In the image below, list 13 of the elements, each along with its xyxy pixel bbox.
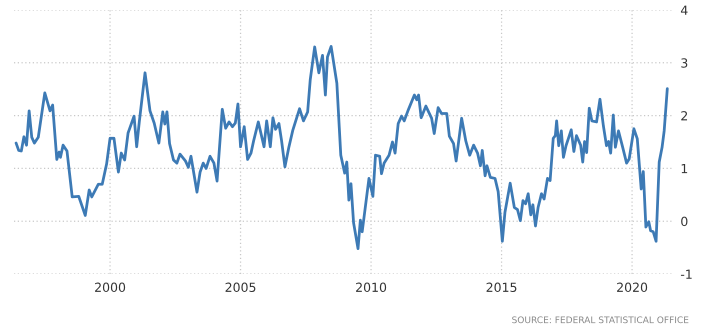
y-tick-label: 3 (681, 58, 688, 68)
x-tick-label: 2005 (226, 282, 256, 292)
y-tick-label: -1 (680, 270, 692, 279)
y-tick-label: 4 (680, 6, 688, 15)
x-tick-label: 2000 (95, 282, 126, 292)
y-tick-label: 0 (681, 216, 688, 226)
y-tick-label: 2 (681, 111, 688, 120)
x-tick-label: 2015 (486, 282, 516, 292)
x-tick-label: 2010 (356, 282, 386, 292)
source-note: SOURCE: FEDERAL STATISTICAL OFFICE (512, 316, 688, 324)
line-series (14, 45, 669, 250)
y-tick-label: 1 (682, 164, 688, 174)
x-tick-label: 2020 (617, 282, 648, 292)
